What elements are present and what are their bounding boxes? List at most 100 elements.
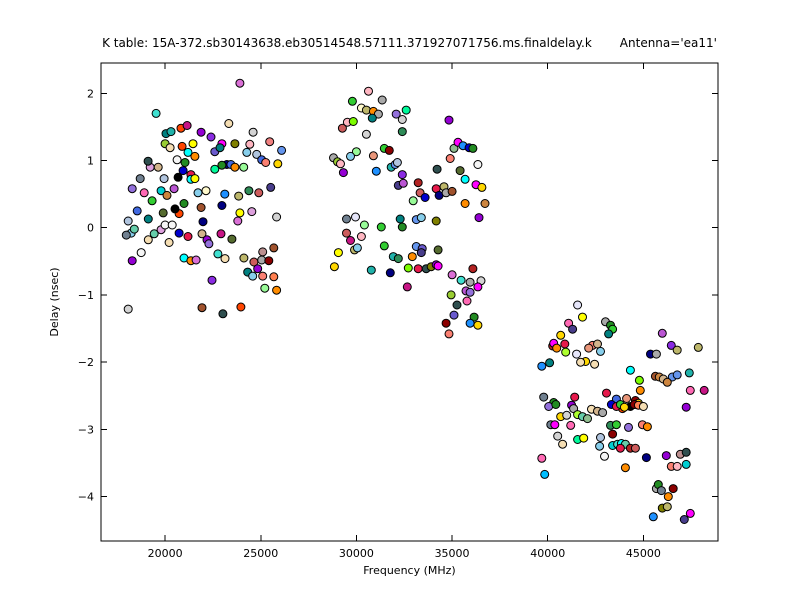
data-point (408, 196, 418, 206)
data-point (336, 159, 345, 169)
data-point (556, 330, 566, 340)
data-point (572, 349, 582, 359)
data-point (164, 238, 174, 247)
data-point (449, 143, 459, 153)
y-tick-label: 0 (87, 222, 94, 235)
data-point (183, 232, 193, 241)
data-point (562, 410, 572, 420)
data-point (379, 241, 389, 251)
data-point (178, 166, 188, 176)
data-point (456, 275, 466, 285)
data-point (641, 453, 651, 463)
data-point (465, 287, 475, 297)
data-point (247, 207, 257, 217)
data-point (347, 96, 357, 106)
data-point (367, 113, 377, 123)
x-tick-label: 25000 (243, 547, 278, 560)
data-point (545, 358, 555, 368)
data-point (166, 127, 176, 137)
data-point (346, 151, 355, 161)
data-point (239, 253, 249, 263)
data-point (127, 184, 137, 194)
data-point (373, 109, 383, 119)
y-tick-label: −4 (78, 491, 94, 504)
data-point (468, 264, 478, 274)
data-point (638, 402, 648, 411)
data-point (213, 249, 223, 259)
data-point (165, 143, 175, 153)
data-point (260, 283, 270, 293)
data-point (239, 162, 249, 172)
data-point (227, 234, 237, 244)
data-point (693, 342, 703, 352)
data-point (356, 232, 366, 241)
data-point (540, 469, 550, 479)
data-point (552, 343, 562, 353)
data-point (392, 158, 402, 167)
y-tick-label: −2 (78, 356, 94, 369)
data-point (266, 182, 276, 192)
data-point (338, 168, 348, 178)
data-point (220, 189, 230, 199)
antenna-annotation: Antenna='ea11' (619, 36, 717, 50)
data-point (366, 265, 376, 275)
data-point (230, 162, 240, 172)
data-point (248, 271, 258, 281)
data-point (273, 159, 283, 169)
data-point (235, 208, 245, 218)
x-tick-label: 35000 (435, 547, 470, 560)
data-point (261, 158, 271, 167)
data-point (206, 132, 216, 142)
data-point (143, 214, 153, 224)
data-point (351, 147, 361, 157)
data-point (149, 229, 159, 239)
data-point (539, 392, 549, 402)
data-point (139, 188, 149, 198)
data-point (190, 174, 200, 184)
data-point (196, 127, 206, 137)
data-point (329, 262, 339, 272)
data-point (333, 248, 343, 258)
data-point (147, 196, 157, 206)
data-point (598, 408, 608, 418)
data-point (182, 121, 192, 130)
data-point (604, 329, 614, 339)
data-point (371, 166, 381, 176)
data-point (583, 414, 592, 424)
data-point (662, 377, 672, 387)
y-tick-label: −3 (78, 423, 94, 436)
data-point (129, 224, 139, 234)
data-point (180, 158, 190, 167)
data-point (441, 318, 451, 328)
data-point (123, 304, 133, 314)
data-point (159, 174, 169, 184)
data-point (656, 486, 666, 496)
data-point (197, 303, 207, 313)
data-point (465, 277, 475, 287)
data-point (272, 212, 282, 222)
data-point (224, 119, 234, 128)
data-point (477, 182, 487, 192)
data-point (264, 256, 274, 266)
data-point (402, 282, 412, 292)
data-point (397, 222, 407, 232)
data-point (566, 420, 576, 430)
data-point (272, 285, 282, 295)
data-point (277, 145, 287, 155)
data-point (561, 347, 571, 357)
data-point (625, 365, 635, 375)
data-point (169, 184, 179, 194)
data-point (216, 229, 226, 239)
data-point (136, 248, 146, 258)
data-point (462, 296, 472, 306)
data-point (173, 172, 183, 182)
data-point (642, 422, 652, 432)
data-point (570, 392, 580, 402)
data-point (196, 203, 206, 212)
data-point (337, 123, 347, 133)
data-point (446, 290, 456, 300)
data-point (455, 166, 465, 176)
data-point (662, 502, 672, 512)
data-point (447, 186, 457, 196)
